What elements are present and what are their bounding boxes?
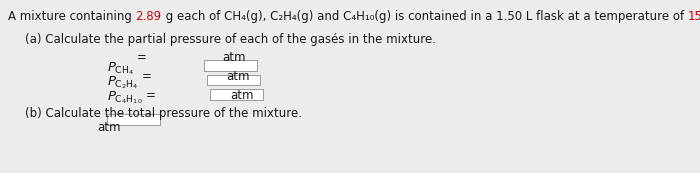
Text: $P_{\mathrm{C_2H_4}}$: $P_{\mathrm{C_2H_4}}$ [107, 75, 139, 91]
Text: atm: atm [230, 89, 254, 102]
FancyBboxPatch shape [210, 89, 263, 100]
Text: A mixture containing: A mixture containing [8, 10, 136, 23]
Text: atm: atm [97, 121, 120, 134]
Text: =: = [146, 89, 155, 102]
Text: g each of CH₄(g), C₂H₄(g) and C₄H₁₀(g) is contained in a 1.50 L flask at a tempe: g each of CH₄(g), C₂H₄(g) and C₄H₁₀(g) i… [162, 10, 687, 23]
Text: (b) Calculate the total pressure of the mixture.: (b) Calculate the total pressure of the … [25, 107, 302, 120]
Text: 15°C: 15°C [687, 10, 700, 23]
Text: atm: atm [222, 51, 246, 64]
Text: =: = [141, 70, 151, 83]
Text: $P_{\mathrm{CH_4}}$: $P_{\mathrm{CH_4}}$ [107, 60, 134, 77]
FancyBboxPatch shape [204, 60, 256, 71]
Text: =: = [137, 51, 147, 64]
Text: atm: atm [227, 70, 250, 83]
Text: (a) Calculate the partial pressure of each of the gasés in the mixture.: (a) Calculate the partial pressure of ea… [25, 33, 436, 46]
Text: 2.89: 2.89 [136, 10, 162, 23]
FancyBboxPatch shape [207, 75, 260, 85]
Text: $P_{\mathrm{C_4H_{10}}}$: $P_{\mathrm{C_4H_{10}}}$ [107, 89, 143, 106]
FancyBboxPatch shape [107, 114, 160, 125]
